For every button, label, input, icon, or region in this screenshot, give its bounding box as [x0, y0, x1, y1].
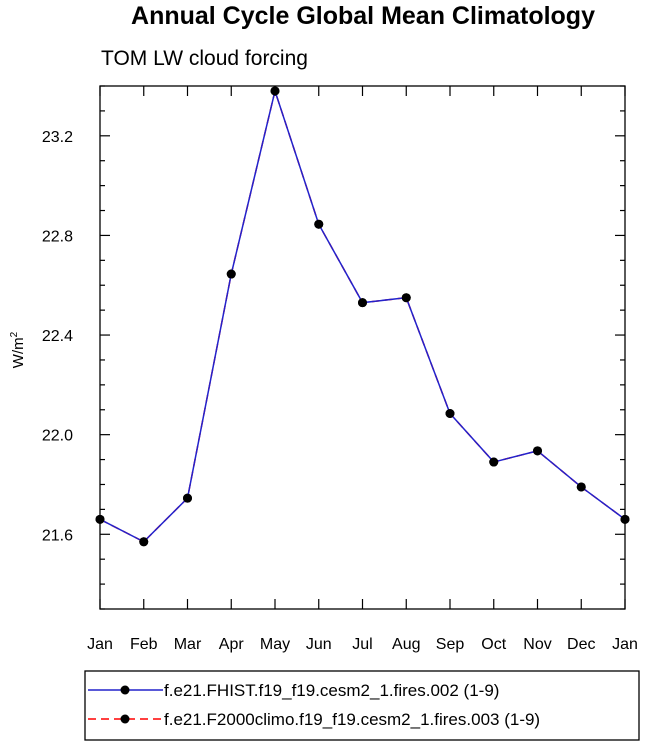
series-1-point — [445, 408, 455, 418]
x-tick-label: May — [260, 636, 290, 653]
series-1-point — [401, 293, 411, 303]
series-1-point — [139, 537, 149, 547]
chart-title: Annual Cycle Global Mean Climatology — [131, 2, 595, 30]
series-layer — [95, 86, 630, 547]
x-tick-label: Nov — [523, 636, 551, 653]
x-tick-label: Aug — [392, 636, 420, 653]
plot-frame — [99, 85, 626, 610]
series-1-point — [95, 514, 105, 524]
x-tick-label: Jun — [306, 636, 332, 653]
x-tick-label: Jan — [87, 636, 113, 653]
x-tick-labels: Jan Feb Mar Apr May Jun Jul Aug Sep Oct Nov Dec Jan — [87, 636, 638, 653]
series-1-point — [576, 482, 586, 492]
x-tick-label: Apr — [219, 636, 245, 653]
legend-marker-1 — [120, 685, 130, 695]
y-axis-label: W/m2 — [9, 331, 27, 368]
axis-ticks — [99, 85, 626, 610]
x-tick-label: Feb — [130, 636, 158, 653]
x-tick-label: Jan — [612, 636, 638, 653]
x-tick-label: Sep — [436, 636, 465, 653]
x-tick-label: Mar — [174, 636, 202, 653]
series-1-point — [183, 493, 192, 503]
y-tick-label: 22.8 — [42, 228, 73, 245]
legend-label-1: f.e21.FHIST.f19_f19.cesm2_1.fires.002 (1… — [164, 681, 499, 700]
y-tick-label: 22.0 — [42, 428, 73, 445]
y-tick-label: 21.6 — [42, 527, 73, 544]
y-tick-label: 23.2 — [42, 129, 73, 146]
legend-label-2: f.e21.F2000climo.f19_f19.cesm2_1.fires.0… — [164, 710, 540, 729]
series-1-point — [270, 86, 280, 96]
series-1-line — [99, 88, 626, 543]
legend-box — [84, 670, 640, 741]
x-tick-label: Jul — [352, 636, 372, 653]
series-1-point — [533, 446, 542, 456]
series-1-point — [489, 457, 499, 467]
series-1-point — [314, 219, 324, 229]
series-1 — [95, 86, 630, 547]
series-1-point — [226, 269, 236, 279]
series-1-point — [358, 298, 367, 308]
x-tick-label: Oct — [481, 636, 506, 653]
series-1-point — [620, 514, 630, 524]
legend-marker-2 — [120, 714, 130, 724]
x-tick-label: Dec — [567, 636, 595, 653]
chart-subtitle: TOM LW cloud forcing — [101, 47, 308, 70]
legend: f.e21.FHIST.f19_f19.cesm2_1.fires.002 (1… — [88, 681, 540, 729]
y-tick-label: 22.4 — [42, 328, 73, 345]
y-tick-labels: 21.6 22.0 22.4 22.8 23.2 — [42, 129, 73, 544]
series-2-line — [99, 88, 626, 543]
series-2 — [95, 86, 630, 547]
